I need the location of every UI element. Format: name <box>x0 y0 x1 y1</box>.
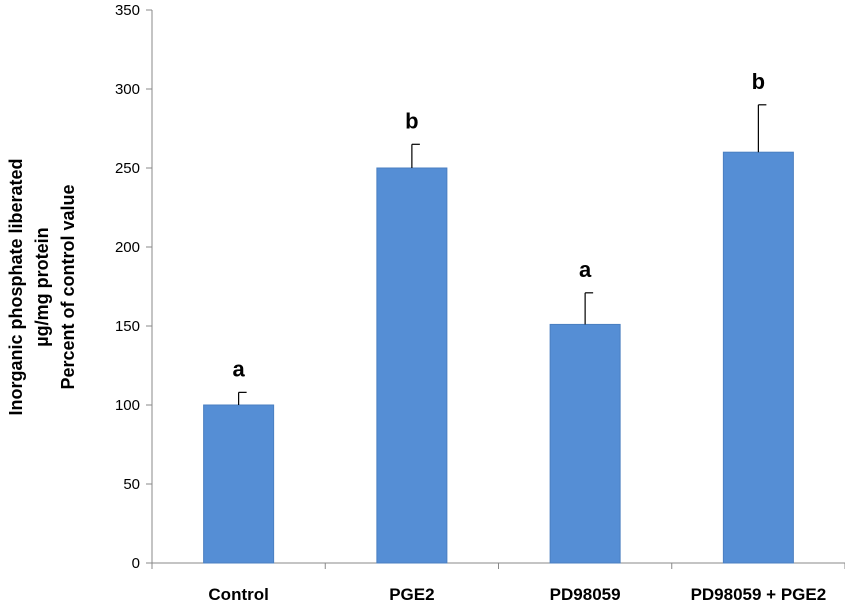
significance-label: b <box>405 108 418 133</box>
significance-label: b <box>752 69 765 94</box>
x-tick-label: PD98059 <box>550 585 621 604</box>
y-tick-label: 100 <box>115 397 140 414</box>
y-tick-label: 150 <box>115 318 140 335</box>
y-tick-label: 250 <box>115 160 140 177</box>
bar <box>549 323 621 564</box>
category-labels: Control PGE2 PD98059 PD98059 + PGE2 <box>208 585 826 604</box>
y-axis-label-line: Inorganic phosphate liberated <box>6 158 26 415</box>
y-tick-label: 0 <box>132 555 140 572</box>
y-tick-label: 50 <box>123 476 140 493</box>
bar <box>203 404 275 564</box>
x-tick-label: PD98059 + PGE2 <box>691 585 827 604</box>
significance-label: a <box>233 356 246 381</box>
y-axis-label: Inorganic phosphate liberated µg/mg prote… <box>6 158 78 415</box>
bar <box>722 151 794 564</box>
bars <box>203 151 794 564</box>
y-ticks: 0 50 100 150 200 250 300 350 <box>115 2 152 572</box>
y-axis-label-line: µg/mg protein <box>32 227 52 346</box>
x-tick-label: Control <box>208 585 268 604</box>
bar <box>376 167 448 564</box>
significance-label: a <box>579 257 592 282</box>
significance-labels: a b a b <box>233 69 766 382</box>
y-tick-label: 300 <box>115 81 140 98</box>
y-tick-label: 350 <box>115 2 140 19</box>
y-tick-label: 200 <box>115 239 140 256</box>
x-tick-label: PGE2 <box>389 585 434 604</box>
y-axis-label-line: Percent of control value <box>58 184 78 389</box>
error-bars <box>238 104 767 405</box>
